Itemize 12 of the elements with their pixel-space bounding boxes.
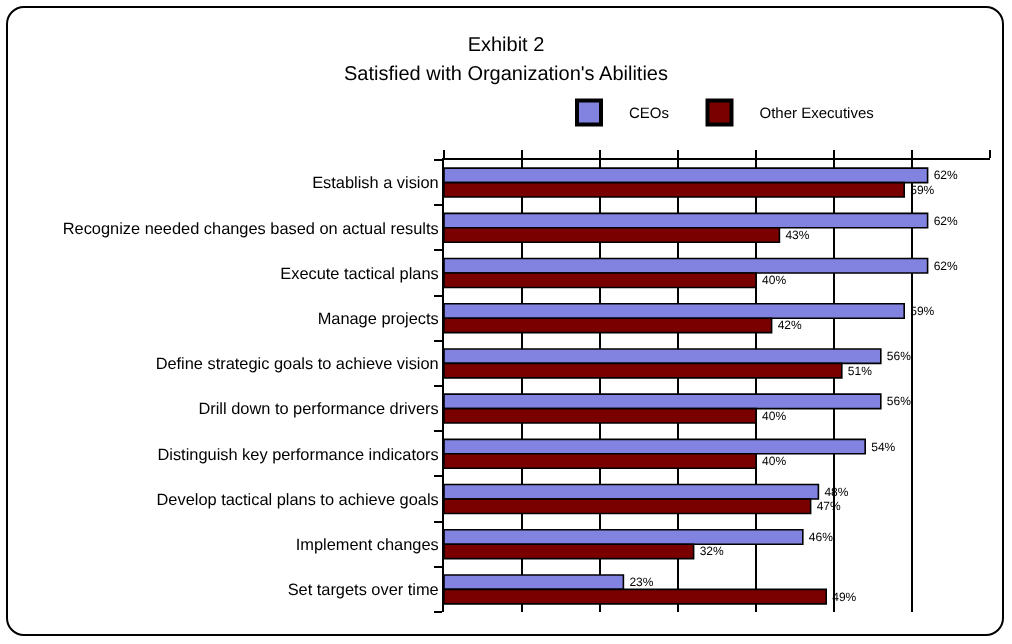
y-tick-label: Set targets over time: [287, 581, 440, 600]
y-tick-label: Drill down to performance drivers: [198, 400, 439, 419]
y-tick-label: Develop tactical plans to achieve goals: [156, 490, 439, 509]
y-tick-label: Define strategic goals to achieve vision: [155, 355, 440, 374]
y-tick-label: Execute tactical plans: [280, 264, 439, 283]
y-tick-label: Recognize needed changes based on actual results: [62, 219, 439, 238]
chart-subtitle: Satisfied with Organization's Abilities: [344, 64, 668, 86]
y-tick-label: Implement changes: [295, 535, 439, 554]
chart-title: Exhibit 2: [467, 35, 546, 57]
y-tick-label: Manage projects: [317, 309, 439, 328]
y-tick-label: Distinguish key performance indicators: [157, 445, 439, 464]
y-tick-label: Establish a vision: [312, 174, 440, 193]
